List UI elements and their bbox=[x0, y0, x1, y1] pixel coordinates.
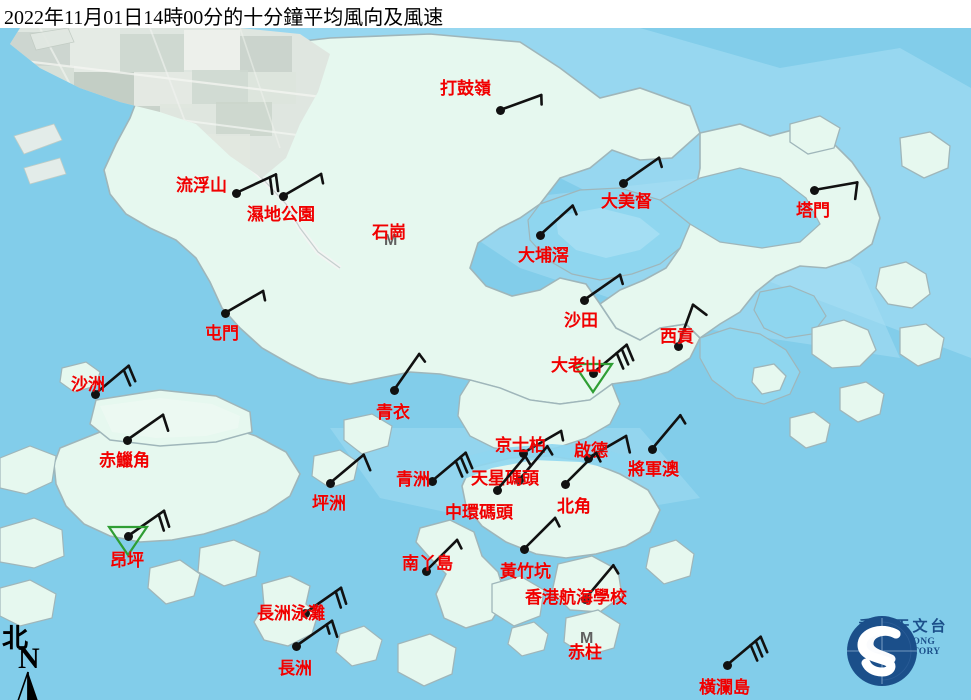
wind-barb-icon bbox=[294, 619, 339, 648]
station-label: 打鼓嶺 bbox=[440, 79, 491, 98]
station-dot bbox=[618, 178, 628, 188]
wind-barb-icon bbox=[812, 181, 859, 201]
gale-warning-triangle-icon bbox=[106, 525, 150, 557]
station-label: 將軍澳 bbox=[628, 460, 679, 479]
station-dot bbox=[427, 476, 437, 486]
station-label: 南丫島 bbox=[402, 554, 453, 573]
station-label: 長洲 bbox=[278, 659, 312, 678]
station-dot bbox=[300, 608, 310, 618]
station-label: 塔門 bbox=[796, 201, 830, 220]
wind-barb-icon bbox=[430, 451, 474, 483]
title-bar: 2022年11月01日14時00分的十分鐘平均風向及風速 bbox=[0, 0, 971, 29]
station-dot bbox=[90, 389, 100, 399]
station-dot bbox=[291, 641, 301, 651]
wind-barb-icon bbox=[125, 413, 170, 442]
station-dot bbox=[220, 308, 230, 318]
station-dot bbox=[535, 230, 545, 240]
station-label: 沙洲 bbox=[71, 375, 105, 394]
station-dot bbox=[580, 594, 590, 604]
station-dot bbox=[809, 185, 819, 195]
hko-logo: 香港天文台 HONG KONG OBSERVATORY bbox=[836, 614, 971, 700]
wind-barb-icon bbox=[521, 429, 565, 455]
north-arrow-glyph bbox=[17, 671, 38, 700]
page-title: 2022年11月01日14時00分的十分鐘平均風向及風速 bbox=[4, 7, 444, 29]
station-label: 赤柱 bbox=[568, 643, 602, 662]
station-label: 青洲 bbox=[396, 470, 430, 489]
station-dot bbox=[389, 385, 399, 395]
station-label: 大埔滘 bbox=[518, 246, 569, 265]
station-dot bbox=[579, 295, 589, 305]
wind-barb-icon bbox=[522, 516, 561, 551]
wind-barb-icon bbox=[621, 156, 664, 185]
wind-barb-icon bbox=[93, 364, 137, 396]
station-label: 長洲泳灘 bbox=[257, 604, 325, 623]
station-label: 沙田 bbox=[564, 311, 598, 330]
station-label: 濕地公園 bbox=[247, 205, 315, 224]
station-dot bbox=[278, 191, 288, 201]
wind-barb-icon bbox=[650, 413, 687, 451]
wind-barb-icon bbox=[126, 509, 171, 538]
north-arrow: 北 N bbox=[2, 620, 78, 700]
station-dot bbox=[325, 478, 335, 488]
wind-barb-icon bbox=[328, 453, 372, 485]
station-label: 流浮山 bbox=[176, 176, 227, 195]
map-geometry bbox=[0, 28, 971, 700]
station-dot bbox=[518, 448, 528, 458]
wind-barb-icon bbox=[725, 635, 769, 667]
station-label: 石崗 bbox=[372, 223, 406, 242]
wind-barb-icon bbox=[676, 303, 708, 348]
station-label: 天星碼頭 bbox=[471, 464, 539, 489]
station-dot bbox=[231, 188, 241, 198]
wind-barb-icon bbox=[538, 204, 578, 237]
station-label: 京士柏 bbox=[495, 436, 546, 455]
station-dot bbox=[122, 435, 132, 445]
station-dot bbox=[647, 444, 657, 454]
station-dot bbox=[722, 660, 732, 670]
station-dot bbox=[421, 566, 431, 576]
wind-barb-icon bbox=[517, 444, 554, 482]
missing-data-marker: M bbox=[384, 232, 398, 249]
wind-barb-icon bbox=[582, 273, 625, 302]
station-dot bbox=[583, 453, 593, 463]
gale-warning-triangle-icon bbox=[571, 362, 615, 394]
station-label: 大老山 bbox=[551, 356, 602, 375]
missing-data-marker: M bbox=[580, 630, 594, 647]
station-dot bbox=[673, 341, 683, 351]
station-label: 黃竹坑 bbox=[500, 562, 551, 581]
station-label: 坪洲 bbox=[312, 494, 346, 513]
wind-barb-icon bbox=[583, 563, 620, 601]
station-label: 大美督 bbox=[601, 192, 652, 211]
hko-logo-mark bbox=[847, 616, 917, 686]
north-label-en: N bbox=[18, 642, 40, 675]
station-dot bbox=[123, 531, 133, 541]
station-label: 屯門 bbox=[205, 324, 239, 343]
wind-barb-icon bbox=[223, 289, 267, 315]
wind-barb-icon bbox=[392, 352, 427, 392]
wind-barb-icon bbox=[591, 343, 635, 375]
wind-barb-icon bbox=[563, 451, 602, 486]
wind-barb-icon bbox=[495, 454, 532, 492]
station-label: 北角 bbox=[557, 497, 591, 516]
station-label: 青衣 bbox=[376, 403, 410, 422]
station-dot bbox=[492, 485, 502, 495]
wind-barb-icon bbox=[498, 93, 543, 112]
station-dot bbox=[588, 368, 598, 378]
station-label: 西貢 bbox=[660, 327, 694, 346]
station-label: 昂坪 bbox=[110, 551, 144, 570]
wind-barb-icon bbox=[303, 586, 348, 615]
station-label: 香港航海學校 bbox=[525, 588, 627, 607]
station-dot bbox=[519, 544, 529, 554]
station-label: 赤鱲角 bbox=[99, 451, 150, 470]
station-label: 橫瀾島 bbox=[699, 678, 750, 697]
map-canvas: 打鼓嶺 流浮山 濕地公園 M 石崗 大美督 大埔滘 塔門 沙田 西貢 大老山 屯門 沙洲 赤鱲角 昂坪青… bbox=[0, 28, 971, 700]
station-dot bbox=[514, 475, 524, 485]
station-dot bbox=[560, 479, 570, 489]
north-label-cn: 北 bbox=[2, 624, 29, 653]
station-label: 中環碼頭 bbox=[445, 503, 513, 522]
wind-barb-icon bbox=[424, 538, 463, 573]
station-dot bbox=[495, 105, 505, 115]
station-label: 啟德 bbox=[574, 441, 608, 460]
